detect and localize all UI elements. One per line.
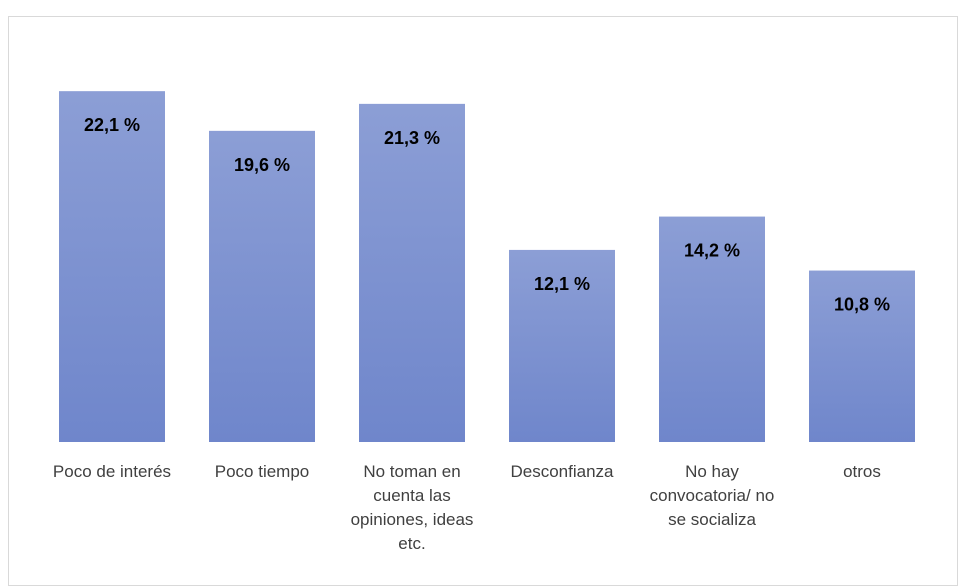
value-label: 22,1 % <box>84 115 140 135</box>
x-tick-label: Poco de interés <box>52 462 172 481</box>
bar <box>659 216 765 442</box>
value-label: 10,8 % <box>834 295 890 315</box>
value-label: 14,2 % <box>684 241 740 261</box>
bar <box>509 249 615 442</box>
value-label: 19,6 % <box>234 155 290 175</box>
value-label: 21,3 % <box>384 128 440 148</box>
value-label: 12,1 % <box>534 274 590 294</box>
x-tick-label: Poco tiempo <box>214 462 310 481</box>
bar <box>359 103 465 443</box>
x-tick-label: No toman en cuenta las opiniones, ideas … <box>350 462 474 553</box>
x-tick-label: No hay convocatoria/ no se socializa <box>649 462 775 529</box>
bar <box>209 130 315 442</box>
x-tick-label: Desconfianza <box>510 462 614 481</box>
bar <box>59 91 165 442</box>
x-tick-label: otros <box>843 462 881 481</box>
bar <box>809 270 915 442</box>
